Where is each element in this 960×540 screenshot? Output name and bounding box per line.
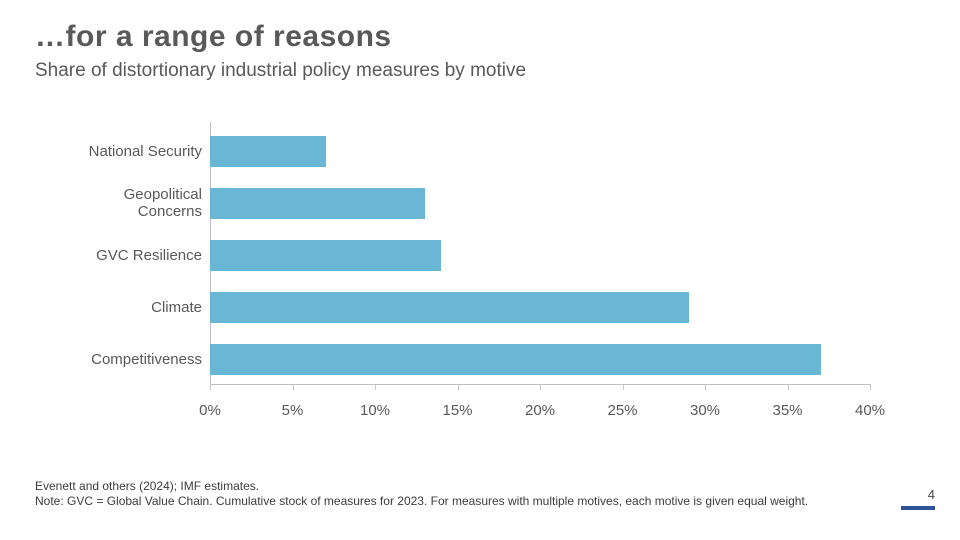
x-tick-label: 5%	[282, 402, 304, 419]
x-tick	[540, 384, 541, 390]
bar	[210, 344, 821, 375]
bar-row: Climate	[210, 292, 870, 323]
x-tick-label: 20%	[525, 402, 555, 419]
slide: …for a range of reasons Share of distort…	[0, 0, 960, 540]
bar-row: Competitiveness	[210, 344, 870, 375]
bar-track	[210, 240, 870, 271]
bar-category-label: National Security	[60, 143, 210, 160]
bar	[210, 136, 326, 167]
bar	[210, 240, 441, 271]
x-tick	[623, 384, 624, 390]
footnote: Evenett and others (2024); IMF estimates…	[35, 479, 808, 510]
page-accent-bar	[901, 506, 935, 510]
page-subtitle: Share of distortionary industrial policy…	[35, 60, 526, 82]
x-tick-label: 10%	[360, 402, 390, 419]
bar-track	[210, 344, 870, 375]
bar-track	[210, 292, 870, 323]
chart: 0% 5% 10% 15% 20% 25% 30% 35% 40% National Securi…	[60, 112, 900, 442]
bar-category-label: Geopolitical Concerns	[60, 186, 210, 220]
bar-category-label: Climate	[60, 299, 210, 316]
bar-row: GVC Resilience	[210, 240, 870, 271]
footnote-line: Note: GVC = Global Value Chain. Cumulati…	[35, 494, 808, 510]
page-title: …for a range of reasons	[35, 20, 392, 54]
plot-area: 0%5%10%15%20%25%30%35%40%National Securi…	[210, 122, 870, 424]
x-tick-label: 35%	[772, 402, 802, 419]
footnote-line: Evenett and others (2024); IMF estimates…	[35, 479, 808, 495]
page-footer: 4	[901, 487, 935, 510]
x-tick	[458, 384, 459, 390]
bar-track	[210, 136, 870, 167]
x-tick	[293, 384, 294, 390]
x-tick-label: 0%	[199, 402, 221, 419]
x-tick-label: 25%	[607, 402, 637, 419]
x-tick-label: 40%	[855, 402, 885, 419]
x-tick	[870, 384, 871, 390]
x-tick-label: 30%	[690, 402, 720, 419]
x-tick	[788, 384, 789, 390]
x-tick	[705, 384, 706, 390]
bar-row: Geopolitical Concerns	[210, 188, 870, 219]
x-tick	[375, 384, 376, 390]
bar	[210, 292, 689, 323]
page-number: 4	[901, 487, 935, 502]
bar-track	[210, 188, 870, 219]
bar-category-label: GVC Resilience	[60, 247, 210, 264]
bar	[210, 188, 425, 219]
x-tick	[210, 384, 211, 390]
bar-row: National Security	[210, 136, 870, 167]
bar-category-label: Competitiveness	[60, 351, 210, 368]
x-tick-label: 15%	[442, 402, 472, 419]
